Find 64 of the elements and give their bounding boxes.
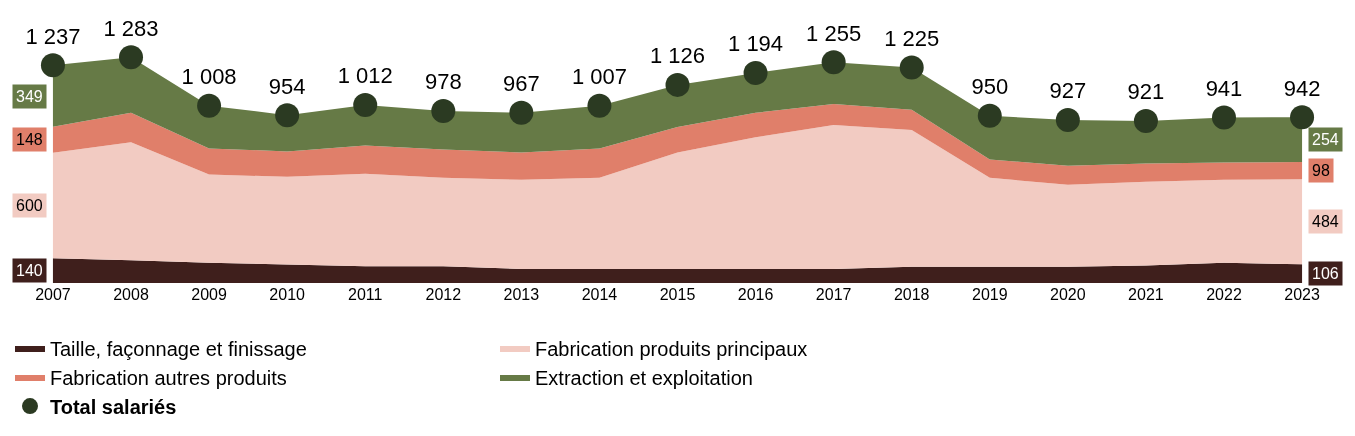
point xyxy=(1212,105,1236,130)
x-tick-label: 2020 xyxy=(1050,286,1086,303)
data-label: 942 xyxy=(1283,75,1321,101)
data-label: 98 xyxy=(1312,162,1330,179)
x-tick-label: 2017 xyxy=(815,286,852,303)
x-tick-label: 2011 xyxy=(348,286,383,303)
data-label: 484 xyxy=(1312,213,1339,230)
point xyxy=(587,93,612,118)
point xyxy=(665,72,690,97)
point xyxy=(40,53,65,78)
x-tick-label: 2014 xyxy=(581,286,618,303)
data-label: 106 xyxy=(1312,265,1339,282)
data-label: 1 008 xyxy=(181,64,237,90)
x-tick-label: 2018 xyxy=(893,286,930,303)
data-label: 1 126 xyxy=(649,43,706,69)
x-tick-label: 2023 xyxy=(1284,286,1320,303)
point xyxy=(743,60,768,85)
x-tick-label: 2008 xyxy=(113,286,149,303)
point xyxy=(431,98,456,123)
data-label: 1 194 xyxy=(728,31,784,57)
data-label: 254 xyxy=(1312,131,1339,148)
data-label: 1 283 xyxy=(103,15,159,41)
x-tick-label: 2016 xyxy=(737,286,774,303)
point xyxy=(197,93,222,118)
legend-label: Extraction et exploitation xyxy=(535,366,753,389)
data-label: 1 007 xyxy=(571,64,627,90)
point xyxy=(1290,105,1315,130)
data-label: 140 xyxy=(16,262,43,279)
x-tick-label: 2013 xyxy=(503,286,540,303)
data-label: 978 xyxy=(424,69,462,95)
data-label: 600 xyxy=(16,197,43,214)
point xyxy=(509,100,534,125)
point xyxy=(1055,107,1080,132)
legend-label: Fabrication autres produits xyxy=(50,366,287,389)
x-tick-label: 2012 xyxy=(425,286,462,303)
x-tick-label: 2019 xyxy=(971,286,1008,303)
data-label: 921 xyxy=(1127,79,1165,105)
data-label: 927 xyxy=(1049,78,1087,104)
data-label: 967 xyxy=(503,71,540,97)
data-label: 1 255 xyxy=(806,20,862,46)
x-tick-label: 2015 xyxy=(659,286,696,303)
point xyxy=(821,50,846,75)
x-tick-label: 2010 xyxy=(269,286,306,303)
data-label: 950 xyxy=(971,74,1009,100)
legend-label: Taille, façonnage et finissage xyxy=(50,337,307,360)
point xyxy=(899,55,924,80)
point xyxy=(977,103,1002,128)
data-label: 1 012 xyxy=(337,63,393,89)
point xyxy=(119,45,144,70)
data-label: 349 xyxy=(16,88,43,105)
data-label: 941 xyxy=(1205,75,1243,101)
x-tick-label: 2021 xyxy=(1128,286,1164,303)
data-label: 1 237 xyxy=(25,23,81,49)
data-label: 148 xyxy=(16,131,43,148)
x-tick-label: 2007 xyxy=(35,286,71,303)
x-tick-label: 2022 xyxy=(1206,286,1242,303)
data-label: 954 xyxy=(268,73,306,99)
legend-label: Fabrication produits principaux xyxy=(535,337,808,360)
x-tick-label: 2009 xyxy=(191,286,227,303)
point xyxy=(353,92,378,117)
point xyxy=(275,103,300,128)
data-label: 1 225 xyxy=(884,25,940,51)
legend-label: Total salariés xyxy=(50,395,177,418)
point xyxy=(1133,108,1158,133)
